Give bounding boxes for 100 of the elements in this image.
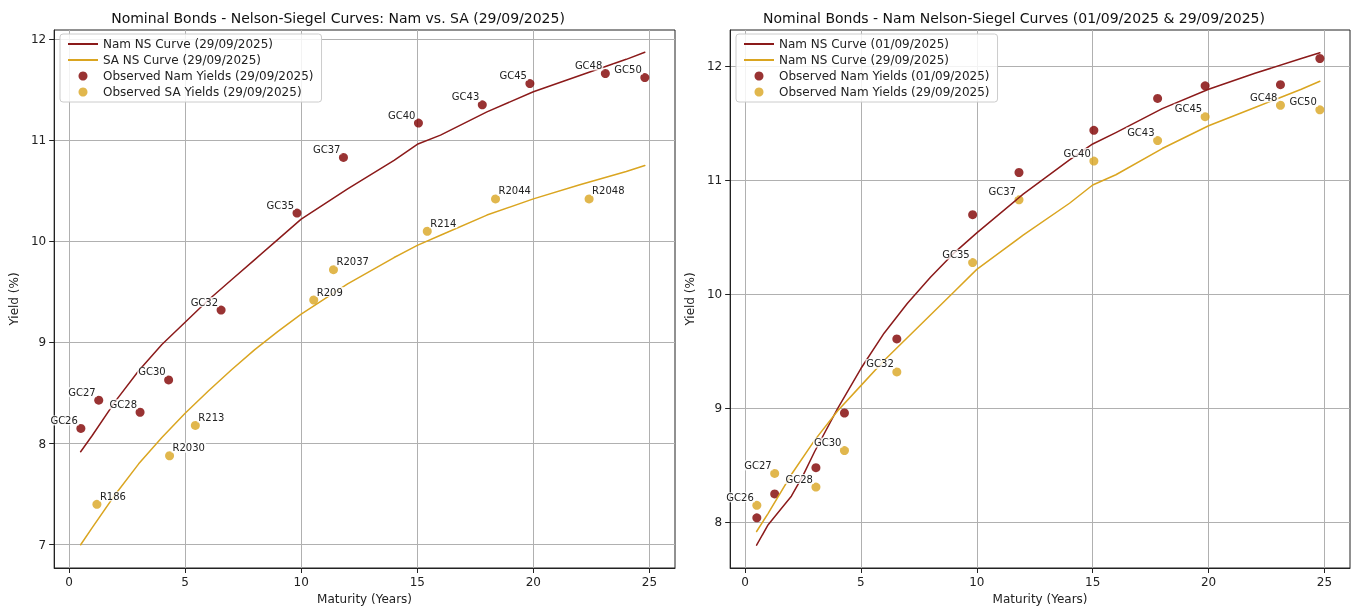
point <box>164 375 174 385</box>
point <box>1153 93 1163 103</box>
annotation: R209 <box>316 286 343 298</box>
point <box>1315 54 1325 63</box>
point <box>477 100 487 110</box>
y-tick-label: 11 <box>706 173 723 188</box>
point <box>491 194 501 204</box>
chart-title: Nominal Bonds - Nam Nelson-Siegel Curves (01/09/2025 & 29/09/2025) <box>763 10 1265 26</box>
annotation: GC45 <box>499 70 527 82</box>
y-tick-label: 7 <box>38 537 47 552</box>
annotation: GC35 <box>266 199 295 211</box>
x-tick-label: 25 <box>641 575 658 589</box>
x-axis-title: Maturity (Years) <box>317 591 413 606</box>
annotation: GC30 <box>138 366 166 378</box>
annotation: GC50 <box>1289 96 1317 108</box>
point <box>292 208 302 218</box>
legend-label: Observed Nam Yields (29/09/2025) <box>103 69 314 83</box>
point <box>413 118 423 128</box>
y-tick-label: 12 <box>706 59 723 74</box>
annotation: GC48 <box>1249 91 1278 103</box>
y-tick-label: 11 <box>30 133 47 148</box>
point <box>338 152 348 162</box>
point <box>892 367 902 377</box>
point <box>165 451 175 461</box>
annotation: R2037 <box>336 256 369 268</box>
y-tick-label: 12 <box>30 32 47 47</box>
annotation: GC27 <box>744 459 772 471</box>
point <box>1014 167 1024 177</box>
x-tick-label: 10 <box>969 575 985 589</box>
x-tick-label: 0 <box>65 575 73 589</box>
annotation: GC45 <box>1174 103 1203 115</box>
point <box>1275 80 1285 90</box>
annotation: GC26 <box>726 491 754 503</box>
x-tick-label: 5 <box>857 575 865 589</box>
y-axis-title: Yield (%) <box>7 272 21 327</box>
annotation: GC48 <box>574 59 603 71</box>
annotation: GC28 <box>785 473 813 485</box>
y-tick-label: 10 <box>706 287 723 302</box>
annotation: GC32 <box>866 358 894 370</box>
annotation: GC37 <box>312 143 341 155</box>
annotation: R2048 <box>592 185 625 197</box>
annotation: R214 <box>430 217 457 229</box>
point <box>76 423 86 433</box>
point <box>525 79 535 89</box>
point <box>1275 100 1285 110</box>
y-tick-label: 8 <box>38 436 47 451</box>
annotation: R186 <box>99 490 126 502</box>
point <box>640 73 650 83</box>
y-axis-title: Yield (%) <box>683 272 697 327</box>
legend-label: Nam NS Curve (29/09/2025) <box>779 53 949 67</box>
point <box>892 334 902 344</box>
point <box>770 489 780 499</box>
point <box>600 68 610 78</box>
point <box>328 265 338 275</box>
point <box>1315 105 1325 115</box>
legend-label: Observed Nam Yields (01/09/2025) <box>779 69 990 83</box>
annotation: GC26 <box>50 414 78 426</box>
point <box>1200 81 1210 91</box>
point <box>135 407 145 417</box>
x-tick-label: 10 <box>293 575 309 589</box>
legend-label: Nam NS Curve (29/09/2025) <box>103 37 273 51</box>
chart-title: Nominal Bonds - Nelson-Siegel Curves: Nam vs. SA (29/09/2025) <box>111 10 565 26</box>
point <box>1089 156 1099 166</box>
annotation: GC40 <box>1063 147 1091 159</box>
point <box>752 500 762 510</box>
annotation: R213 <box>198 411 225 423</box>
annotation: R2030 <box>172 442 205 454</box>
annotation: GC43 <box>1127 127 1155 139</box>
x-axis-title: Maturity (Years) <box>992 591 1088 606</box>
point <box>190 420 200 430</box>
annotation: GC37 <box>988 186 1016 198</box>
point <box>309 295 319 305</box>
point <box>839 446 849 456</box>
point <box>1153 136 1163 146</box>
point <box>422 226 432 236</box>
y-tick-label: 10 <box>30 234 47 249</box>
point <box>216 305 226 315</box>
annotation: R2044 <box>498 185 531 197</box>
annotation: GC27 <box>68 386 96 398</box>
legend-label: SA NS Curve (29/09/2025) <box>103 53 262 67</box>
point <box>968 258 978 268</box>
x-tick-label: 20 <box>1200 575 1217 589</box>
point <box>811 463 821 473</box>
x-tick-label: 25 <box>1316 575 1333 589</box>
point <box>770 468 780 478</box>
annotation: GC43 <box>451 91 480 103</box>
point <box>811 482 821 492</box>
x-tick-label: 0 <box>741 575 749 589</box>
point <box>94 395 104 405</box>
annotation: GC30 <box>813 437 842 449</box>
annotation: GC40 <box>387 109 416 121</box>
y-tick-label: 9 <box>714 401 723 416</box>
annotation: GC28 <box>109 398 138 410</box>
x-tick-label: 20 <box>525 575 542 589</box>
point <box>92 499 102 509</box>
point <box>839 408 849 418</box>
point <box>1089 125 1099 135</box>
point <box>1200 112 1210 122</box>
annotation: GC50 <box>614 64 642 76</box>
legend-label: Nam NS Curve (01/09/2025) <box>779 37 949 51</box>
